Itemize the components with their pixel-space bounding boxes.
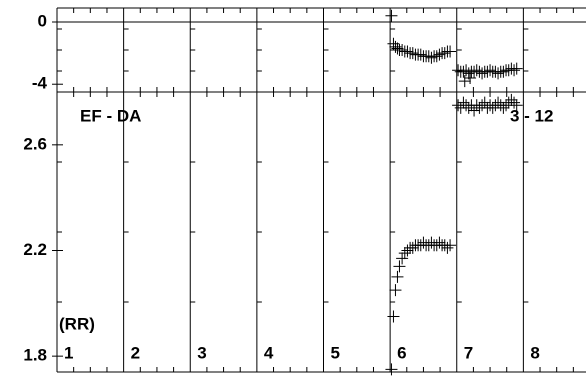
point — [444, 239, 457, 252]
x-tick-label: 8 — [530, 343, 539, 362]
point — [510, 62, 523, 75]
point — [468, 104, 481, 117]
point — [441, 241, 454, 254]
x-tick-label: 2 — [131, 343, 140, 362]
point — [497, 65, 510, 78]
x-tick-label: 3 — [197, 343, 206, 362]
point — [391, 270, 404, 283]
point — [457, 96, 470, 109]
point — [486, 101, 499, 114]
point — [508, 64, 521, 77]
point — [385, 363, 398, 376]
point — [505, 93, 518, 106]
x-tick-label: 1 — [64, 343, 73, 362]
point — [492, 96, 505, 109]
annotation: (RR) — [59, 314, 95, 333]
point — [396, 44, 409, 56]
point — [406, 241, 419, 254]
point — [444, 45, 457, 58]
point — [470, 64, 483, 77]
x-tick-label: 7 — [464, 343, 473, 362]
point — [396, 252, 409, 265]
point — [433, 236, 446, 249]
annotation: EF - DA — [80, 106, 141, 125]
point — [414, 48, 427, 61]
point — [478, 96, 491, 109]
y-tick-label: 2.2 — [23, 240, 47, 259]
point — [462, 67, 475, 80]
point — [508, 96, 521, 109]
point — [401, 45, 414, 58]
annotation: 3 - 12 — [510, 106, 553, 125]
point — [389, 284, 402, 297]
y-tick-label: 1.8 — [23, 346, 47, 365]
point — [500, 99, 513, 112]
y-tick-label: 0 — [38, 11, 47, 30]
point — [393, 260, 406, 273]
y-tick-label: -4 — [32, 74, 48, 93]
point — [510, 99, 523, 112]
point — [391, 42, 404, 55]
point — [406, 47, 419, 60]
point — [462, 101, 475, 114]
x-tick-label: 6 — [397, 343, 406, 362]
point — [398, 247, 411, 260]
point — [433, 48, 446, 61]
point — [458, 75, 471, 88]
y-tick-label: 2.6 — [23, 134, 47, 153]
point — [438, 47, 451, 60]
point — [385, 9, 398, 22]
point — [460, 64, 473, 77]
point — [425, 51, 438, 64]
point — [492, 67, 505, 80]
point — [497, 101, 510, 114]
point — [387, 310, 400, 323]
point — [430, 50, 443, 63]
point — [484, 64, 497, 77]
point — [464, 72, 477, 84]
x-tick-label: 4 — [264, 343, 274, 362]
x-tick-label: 5 — [330, 343, 339, 362]
point — [401, 244, 414, 257]
point — [476, 67, 489, 80]
